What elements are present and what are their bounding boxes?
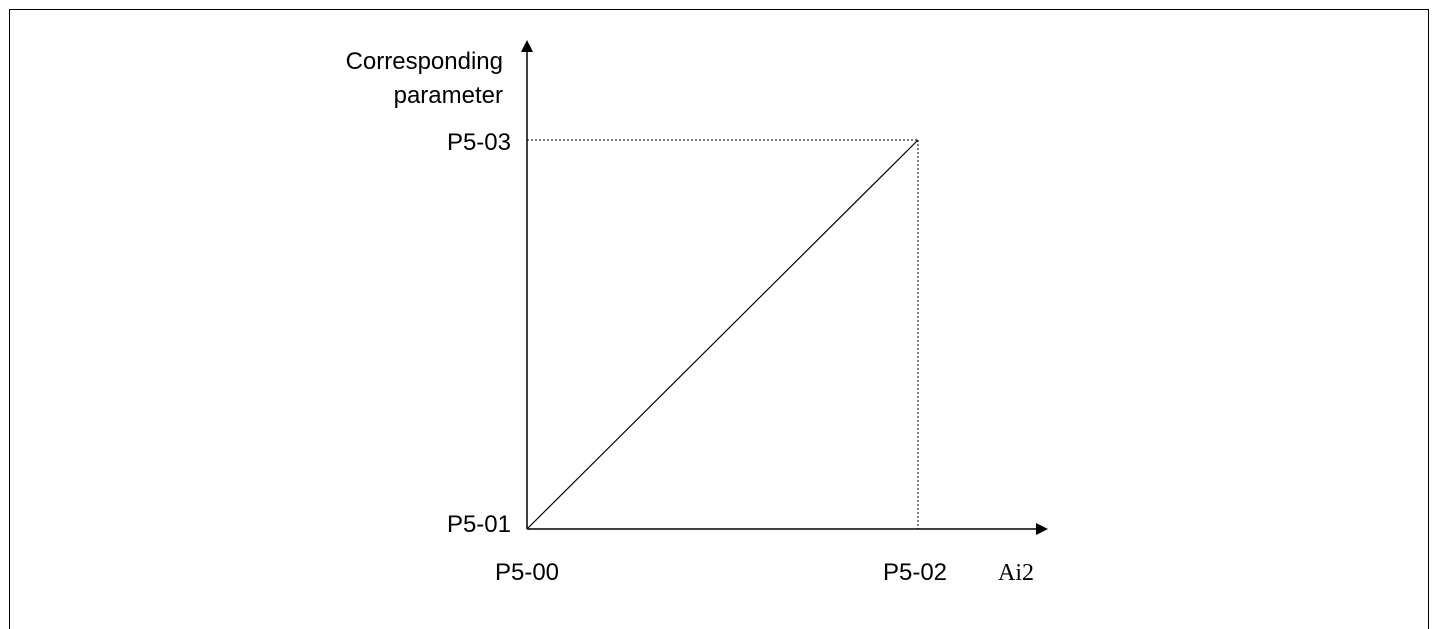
x-min-label: P5-00 — [495, 559, 559, 586]
y-max-label: P5-03 — [447, 129, 511, 156]
linear-mapping-line — [526, 139, 919, 530]
y-min-label: P5-01 — [447, 511, 511, 538]
x-axis-label: Ai2 — [998, 560, 1034, 586]
figure-frame — [9, 9, 1429, 629]
x-max-label: P5-02 — [883, 559, 947, 586]
y-axis-label-line2: parameter — [394, 82, 503, 109]
y-axis-label-line1: Corresponding — [346, 48, 503, 75]
